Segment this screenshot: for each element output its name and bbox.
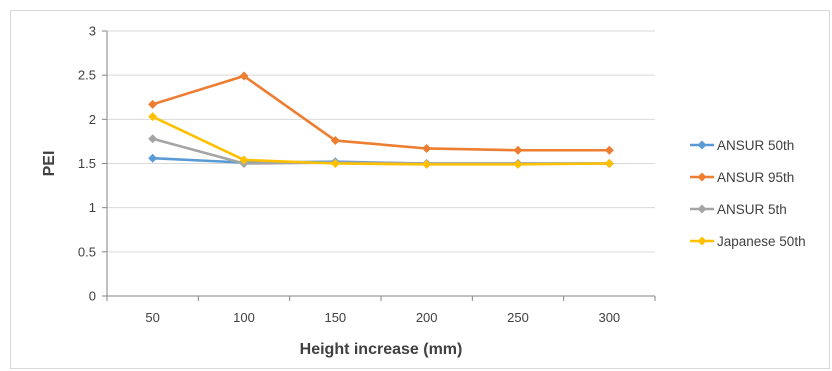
y-tick-label: 2 [89, 112, 96, 127]
data-point [513, 159, 523, 169]
legend-item: Japanese 50th [690, 234, 806, 249]
data-point [148, 112, 158, 122]
legend-label: ANSUR 50th [717, 138, 794, 153]
data-point [239, 155, 249, 165]
data-point [330, 159, 340, 168]
legend-item: ANSUR 95th [690, 170, 794, 185]
x-tick-labels: 50 100 150 200 250 300 [145, 310, 620, 325]
y-axis-title: PEI [41, 151, 58, 177]
y-tick-label: 0.5 [78, 244, 96, 259]
axes [102, 30, 656, 301]
data-point [148, 153, 158, 163]
legend: ANSUR 50th ANSUR 95th ANSUR 5th Japanese 50… [690, 138, 806, 249]
legend-item: ANSUR 50th [690, 138, 794, 153]
series-line [152, 115, 610, 166]
data-point [330, 136, 340, 146]
legend-marker [697, 172, 707, 182]
y-tick-label: 1 [89, 200, 96, 215]
y-tick-labels: 0 0.5 1 1.5 2 2.5 3 [78, 24, 96, 304]
series-japanese-50th [148, 112, 614, 169]
legend-item: ANSUR 5th [690, 202, 787, 217]
y-tick-label: 3 [89, 24, 96, 39]
legend-marker [697, 204, 707, 214]
x-tick-label: 100 [233, 310, 255, 325]
data-point [604, 159, 614, 168]
series-group [148, 71, 614, 169]
gridlines [107, 30, 655, 253]
series-line [152, 74, 610, 152]
x-tick-label: 300 [598, 310, 620, 325]
series-ansur-95th [148, 71, 614, 155]
data-point [148, 99, 158, 109]
legend-marker [697, 236, 707, 246]
x-tick-label: 200 [416, 310, 438, 325]
legend-marker [697, 140, 707, 150]
legend-label: Japanese 50th [717, 234, 806, 249]
data-point [148, 134, 158, 144]
data-point [513, 145, 523, 155]
x-tick-label: 250 [507, 310, 529, 325]
data-point [422, 159, 432, 169]
x-tick-label: 50 [145, 310, 159, 325]
chart-frame [10, 10, 830, 369]
x-tick-label: 150 [324, 310, 346, 325]
y-tick-label: 0 [89, 289, 96, 304]
y-tick-label: 2.5 [78, 68, 96, 83]
x-axis-title: Height increase (mm) [300, 341, 463, 358]
y-tick-label: 1.5 [78, 156, 96, 171]
legend-label: ANSUR 95th [717, 170, 794, 185]
data-point [239, 71, 249, 81]
data-point [604, 145, 614, 155]
data-point [422, 143, 432, 153]
legend-label: ANSUR 5th [717, 202, 787, 217]
